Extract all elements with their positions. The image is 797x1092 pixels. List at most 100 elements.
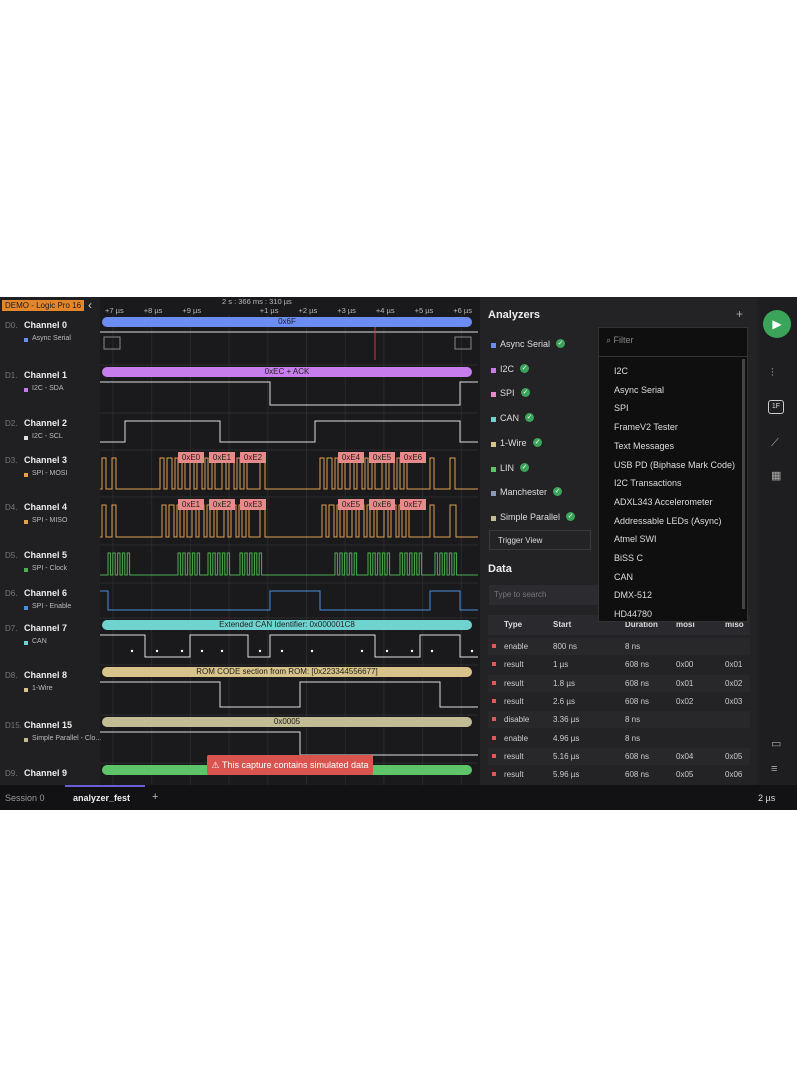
analyzer-dot: [491, 466, 496, 472]
dropdown-item[interactable]: ADXL343 Accelerometer: [614, 496, 713, 507]
signal: [100, 420, 478, 443]
analyzers-title: Analyzers: [488, 309, 540, 321]
dropdown-item[interactable]: USB PD (Biphase Mark Code): [614, 459, 736, 470]
cell: 1.8 µs: [553, 678, 575, 688]
sidebar-icon[interactable]: ▦: [771, 470, 782, 482]
channel-id: D9.: [5, 769, 18, 778]
sidebar-icon[interactable]: ▭: [771, 738, 782, 750]
toast-text: This capture contains simulated data: [221, 760, 369, 770]
channel-name: Channel 8: [24, 670, 68, 680]
sidebar-icon[interactable]: ⫶: [771, 367, 774, 379]
filter-divider: [599, 356, 747, 357]
channel-id: D3.: [5, 456, 18, 465]
channel-bar: Extended CAN Identifier: 0x000001C8: [102, 620, 472, 630]
dropdown-item[interactable]: FrameV2 Tester: [614, 422, 678, 433]
analyzer-item[interactable]: Simple Parallel: [500, 511, 561, 522]
channel-name: Channel 6: [24, 588, 68, 598]
dropdown-item[interactable]: SPI: [614, 403, 629, 414]
dropdown-item[interactable]: CAN: [614, 571, 634, 582]
dropdown-item[interactable]: BiSS C: [614, 553, 644, 563]
ruler-label: +3 µs: [337, 306, 356, 315]
cell: 8 ns: [625, 642, 641, 651]
dropdown-item[interactable]: DMX-512: [614, 590, 653, 601]
tab[interactable]: analyzer_fest: [73, 793, 131, 803]
channel-id: D15.: [5, 721, 22, 730]
dropdown-item[interactable]: I2C Transactions: [614, 478, 682, 489]
channel-id: D2.: [5, 419, 18, 428]
analyzer-item[interactable]: Async Serial: [500, 339, 551, 349]
channel-id: D7.: [5, 624, 18, 633]
filter-input[interactable]: ⌕ Filter: [606, 335, 634, 345]
can-bit: [470, 649, 474, 653]
cell: 5.16 µs: [553, 751, 580, 761]
tab-add[interactable]: +: [152, 791, 159, 803]
cell: result: [504, 660, 524, 670]
analyzer-dot: [24, 568, 28, 572]
column-header: Type: [504, 620, 523, 629]
sidebar: [757, 297, 797, 785]
row-icon: [492, 717, 496, 722]
can-bit: [220, 649, 224, 653]
ruler-label: +6 µs: [453, 306, 473, 315]
trigger-view[interactable]: Trigger View: [489, 530, 591, 550]
badge[interactable]: 1F: [768, 400, 784, 414]
channel-analyzer: Async Serial: [32, 335, 71, 342]
channel-analyzer: I2C - SDA: [32, 385, 64, 392]
cell: 0x03: [725, 696, 743, 706]
analyzer-item[interactable]: SPI: [500, 388, 515, 399]
analyzer-item[interactable]: Manchester: [500, 487, 548, 498]
dropdown-item[interactable]: Text Messages: [614, 440, 675, 451]
cell: 5.96 µs: [553, 770, 580, 780]
spi-frame: 0xE5: [338, 499, 364, 510]
can-bit: [180, 649, 184, 653]
can-bit: [280, 649, 284, 653]
channel-name: Channel 5: [24, 550, 68, 560]
channel-analyzer: SPI - MOSI: [32, 470, 68, 477]
add-analyzer[interactable]: +: [736, 307, 744, 321]
analyzer-dot: [491, 417, 496, 423]
channel-name: Channel 7: [24, 623, 68, 633]
dropdown-item[interactable]: Addressable LEDs (Async): [614, 515, 722, 526]
check: ✓: [525, 413, 534, 423]
channel-analyzer: Simple Parallel - Clo...: [32, 735, 102, 742]
signal: [100, 381, 478, 406]
sidebar-icon[interactable]: ≡: [771, 763, 778, 775]
spi-frame: 0xE7: [400, 499, 426, 510]
spi-frame: 0xE2: [209, 499, 235, 510]
cell: 3.36 µs: [553, 715, 580, 725]
analyzer-item[interactable]: LIN: [500, 462, 515, 473]
cell: 2.6 µs: [553, 696, 575, 706]
data-title: Data: [488, 563, 512, 575]
signal: [100, 590, 478, 611]
analyzer-dot: [24, 338, 28, 342]
analyzer-item[interactable]: 1-Wire: [500, 437, 527, 448]
play-button[interactable]: ▶: [763, 310, 791, 338]
toast: ⚠ This capture contains simulated data: [207, 755, 373, 775]
dropdown-item[interactable]: I2C: [614, 366, 629, 376]
cell: 608 ns: [625, 751, 650, 761]
can-bit: [130, 649, 134, 653]
row-icon: [492, 698, 496, 703]
channel-bar: 0x0005: [102, 717, 472, 727]
cell: 0x00: [676, 660, 694, 670]
tab-bar: [0, 785, 797, 810]
dropdown-item[interactable]: Atmel SWI: [614, 534, 657, 545]
analyzer-item[interactable]: I2C: [500, 363, 515, 374]
table-row: [488, 656, 750, 674]
spi-frame: 0xE1: [209, 452, 235, 463]
analyzer-item[interactable]: CAN: [500, 413, 520, 424]
analyzer-dot: [24, 388, 28, 392]
tab[interactable]: Session 0: [5, 793, 45, 803]
cell: enable: [504, 733, 529, 743]
analyzer-dot: [491, 367, 496, 373]
channel-id: D6.: [5, 589, 18, 598]
analyzer-dot: [491, 515, 496, 521]
sidebar-icon[interactable]: ⟋: [771, 437, 779, 449]
dropdown-item[interactable]: Async Serial: [614, 384, 665, 395]
analyzer-dot: [491, 491, 496, 497]
search[interactable]: Type to search: [489, 585, 604, 605]
analyzer-dot: [491, 441, 496, 447]
check: ✓: [553, 487, 562, 497]
dropdown-item[interactable]: HD44780: [614, 609, 653, 620]
